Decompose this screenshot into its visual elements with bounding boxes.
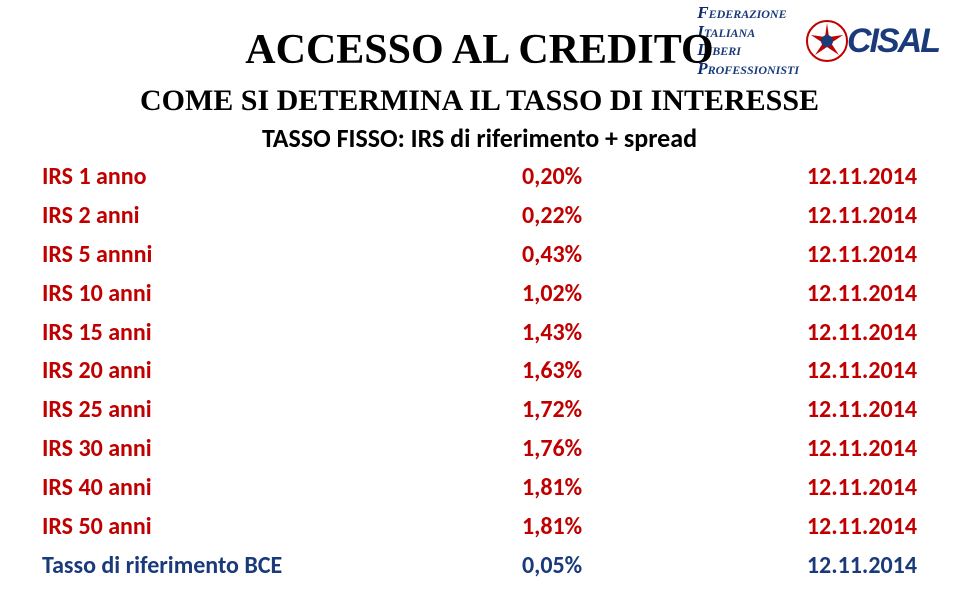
table-row: IRS 30 anni1,76%12.11.2014 bbox=[42, 430, 917, 469]
row-value: 1,81% bbox=[522, 508, 702, 547]
row-date: 12.11.2014 bbox=[702, 391, 917, 430]
table-row: IRS 25 anni1,72%12.11.2014 bbox=[42, 391, 917, 430]
row-label: IRS 10 anni bbox=[42, 275, 522, 314]
table-row: Tasso di riferimento BCE0,05%12.11.2014 bbox=[42, 547, 917, 586]
irs-table: IRS 1 anno0,20%12.11.2014IRS 2 anni0,22%… bbox=[42, 158, 917, 586]
row-label: IRS 1 anno bbox=[42, 158, 522, 197]
table-row: IRS 1 anno0,20%12.11.2014 bbox=[42, 158, 917, 197]
row-label: IRS 15 anni bbox=[42, 314, 522, 353]
row-value: 0,20% bbox=[522, 158, 702, 197]
table-row: IRS 10 anni1,02%12.11.2014 bbox=[42, 275, 917, 314]
row-label: Tasso di riferimento BCE bbox=[42, 547, 522, 586]
page-title: ACCESSO AL CREDITO bbox=[0, 26, 959, 74]
table-row: IRS 2 anni0,22%12.11.2014 bbox=[42, 197, 917, 236]
row-value: 1,76% bbox=[522, 430, 702, 469]
row-date: 12.11.2014 bbox=[702, 352, 917, 391]
table-row: IRS 50 anni1,81%12.11.2014 bbox=[42, 508, 917, 547]
row-value: 1,43% bbox=[522, 314, 702, 353]
row-date: 12.11.2014 bbox=[702, 508, 917, 547]
row-value: 1,72% bbox=[522, 391, 702, 430]
row-date: 12.11.2014 bbox=[702, 469, 917, 508]
row-value: 1,02% bbox=[522, 275, 702, 314]
row-date: 12.11.2014 bbox=[702, 236, 917, 275]
row-label: IRS 25 anni bbox=[42, 391, 522, 430]
fixed-rate-line: TASSO FISSO: IRS di riferimento + spread bbox=[0, 122, 959, 154]
row-value: 0,43% bbox=[522, 236, 702, 275]
fixed-rate-prefix: TASSO FISSO: bbox=[262, 122, 405, 154]
row-value: 0,22% bbox=[522, 197, 702, 236]
row-label: IRS 5 annni bbox=[42, 236, 522, 275]
fixed-rate-suffix: IRS di riferimento + spread bbox=[405, 122, 697, 154]
row-date: 12.11.2014 bbox=[702, 197, 917, 236]
row-value: 1,63% bbox=[522, 352, 702, 391]
table-row: IRS 5 annni0,43%12.11.2014 bbox=[42, 236, 917, 275]
table-row: IRS 40 anni1,81%12.11.2014 bbox=[42, 469, 917, 508]
row-label: IRS 50 anni bbox=[42, 508, 522, 547]
row-date: 12.11.2014 bbox=[702, 158, 917, 197]
page-subtitle: COME SI DETERMINA IL TASSO DI INTERESSE bbox=[0, 84, 959, 118]
row-label: IRS 30 anni bbox=[42, 430, 522, 469]
row-label: IRS 20 anni bbox=[42, 352, 522, 391]
row-value: 0,05% bbox=[522, 547, 702, 586]
row-value: 1,81% bbox=[522, 469, 702, 508]
table-row: IRS 20 anni1,63%12.11.2014 bbox=[42, 352, 917, 391]
row-date: 12.11.2014 bbox=[702, 314, 917, 353]
row-date: 12.11.2014 bbox=[702, 547, 917, 586]
row-label: IRS 40 anni bbox=[42, 469, 522, 508]
table-row: IRS 15 anni1,43%12.11.2014 bbox=[42, 314, 917, 353]
row-date: 12.11.2014 bbox=[702, 275, 917, 314]
logo-line-1: FEDERAZIONE bbox=[697, 4, 799, 23]
row-label: IRS 2 anni bbox=[42, 197, 522, 236]
row-date: 12.11.2014 bbox=[702, 430, 917, 469]
